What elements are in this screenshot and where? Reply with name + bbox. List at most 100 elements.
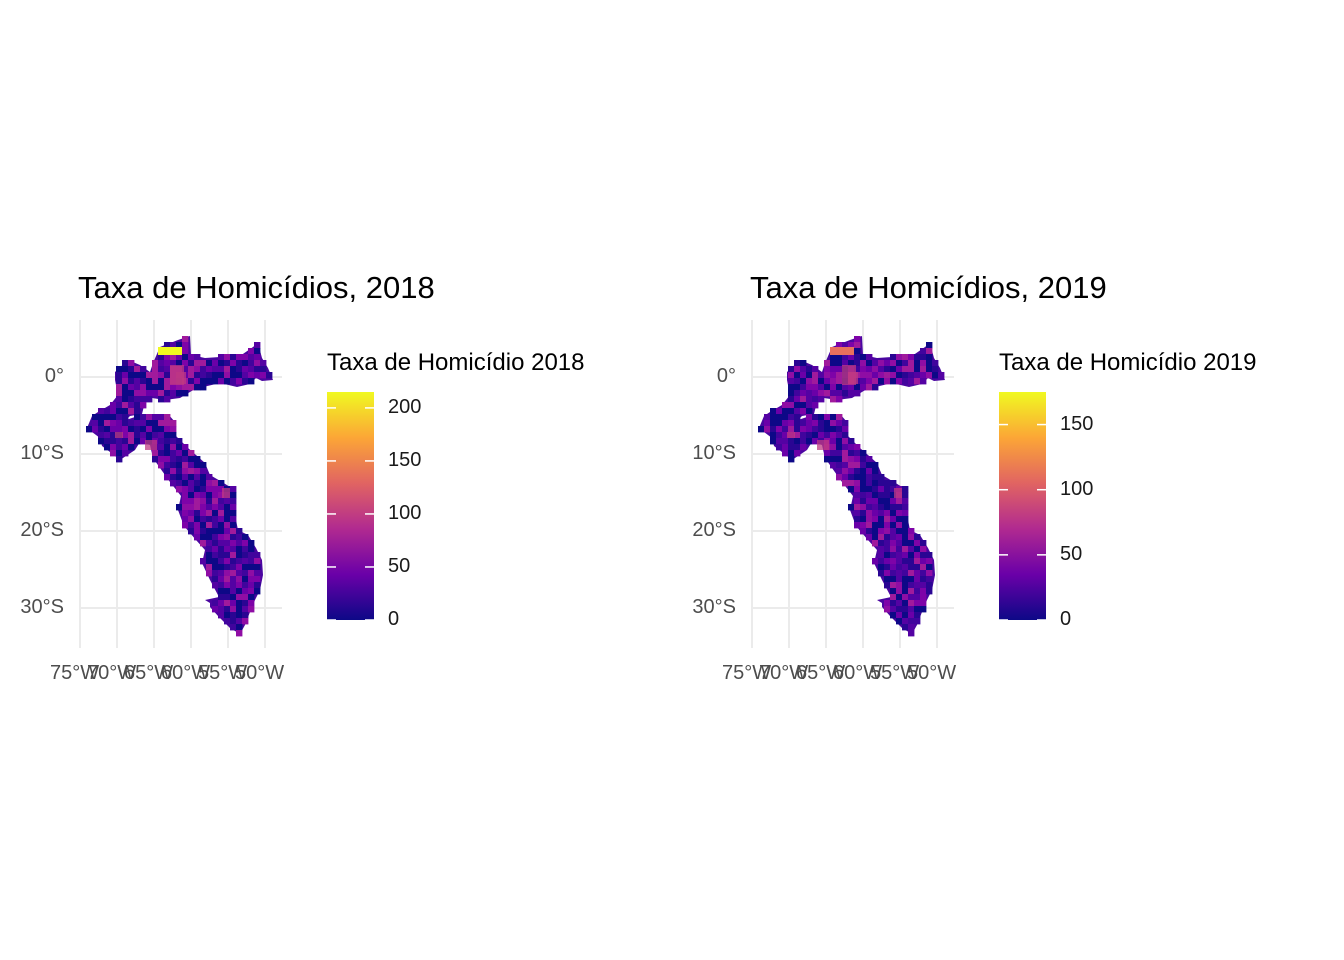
municipality [218, 354, 225, 361]
high-rate-area [817, 440, 829, 450]
municipality [800, 366, 807, 373]
municipality [182, 516, 189, 523]
municipality [920, 546, 927, 553]
municipality [104, 432, 111, 439]
municipality [230, 528, 237, 535]
municipality [194, 504, 201, 511]
municipality [206, 378, 213, 385]
municipality [116, 450, 123, 457]
municipality [806, 396, 813, 403]
municipality [884, 498, 891, 505]
municipality [254, 348, 261, 355]
municipality [806, 414, 813, 421]
municipality [182, 450, 189, 457]
municipality [902, 606, 909, 613]
municipality [212, 540, 219, 547]
municipality [890, 558, 897, 565]
municipality [848, 390, 855, 397]
municipality [896, 594, 903, 601]
municipality [206, 540, 213, 547]
municipality [896, 360, 903, 367]
municipality [182, 360, 189, 367]
municipality [860, 462, 867, 469]
x-axis-label: 70°W [759, 662, 809, 684]
municipality [200, 522, 207, 529]
y-axis-label: 10°S [692, 442, 736, 464]
municipality [230, 618, 237, 625]
municipality [164, 396, 171, 403]
municipality [794, 426, 801, 433]
municipality [176, 360, 183, 367]
municipality [770, 426, 777, 433]
municipality [848, 360, 855, 367]
municipality [188, 462, 195, 469]
municipality [230, 600, 237, 607]
municipality [902, 372, 909, 379]
municipality [902, 360, 909, 367]
municipality [146, 432, 153, 439]
municipality [134, 408, 141, 415]
municipality [896, 378, 903, 385]
municipality [902, 534, 909, 541]
municipality [920, 348, 927, 355]
municipality [158, 426, 165, 433]
municipality [878, 372, 885, 379]
municipality [182, 522, 189, 529]
municipality [230, 558, 237, 565]
municipality [254, 582, 261, 589]
municipality [890, 588, 897, 595]
municipality [230, 378, 237, 385]
municipality [194, 492, 201, 499]
municipality [188, 450, 195, 457]
municipality [146, 420, 153, 427]
municipality [848, 354, 855, 361]
municipality [890, 540, 897, 547]
municipality [122, 450, 129, 457]
municipality [848, 474, 855, 481]
municipality [866, 372, 873, 379]
municipality [158, 450, 165, 457]
municipality [218, 546, 225, 553]
municipality [794, 432, 801, 439]
municipality [878, 528, 885, 535]
municipality [236, 528, 243, 535]
municipality [812, 432, 819, 439]
municipality [200, 372, 207, 379]
municipality [170, 390, 177, 397]
municipality [872, 378, 879, 385]
municipality [164, 390, 171, 397]
municipality [254, 564, 261, 571]
municipality [920, 606, 927, 613]
municipality [194, 486, 201, 493]
municipality [824, 420, 831, 427]
municipality [914, 534, 921, 541]
municipality [896, 564, 903, 571]
municipality [158, 456, 165, 463]
municipality [788, 456, 795, 463]
municipality [206, 516, 213, 523]
municipality [776, 414, 783, 421]
municipality [914, 540, 921, 547]
municipality [884, 492, 891, 499]
municipality [866, 480, 873, 487]
municipality [218, 366, 225, 373]
municipality [254, 552, 261, 559]
municipality [884, 480, 891, 487]
legend-title-2018: Taxa de Homicídio 2018 [327, 349, 585, 376]
municipality [770, 414, 777, 421]
municipality [926, 354, 933, 361]
municipality [824, 360, 831, 367]
municipality [194, 456, 201, 463]
municipality [878, 522, 885, 529]
municipality [842, 384, 849, 391]
municipality [860, 366, 867, 373]
municipality [212, 366, 219, 373]
y-axis-label: 0° [716, 365, 736, 387]
municipality [254, 360, 261, 367]
municipality [818, 414, 825, 421]
municipality [152, 390, 159, 397]
municipality [908, 528, 915, 535]
municipality [902, 540, 909, 547]
municipality [224, 552, 231, 559]
municipality [236, 600, 243, 607]
